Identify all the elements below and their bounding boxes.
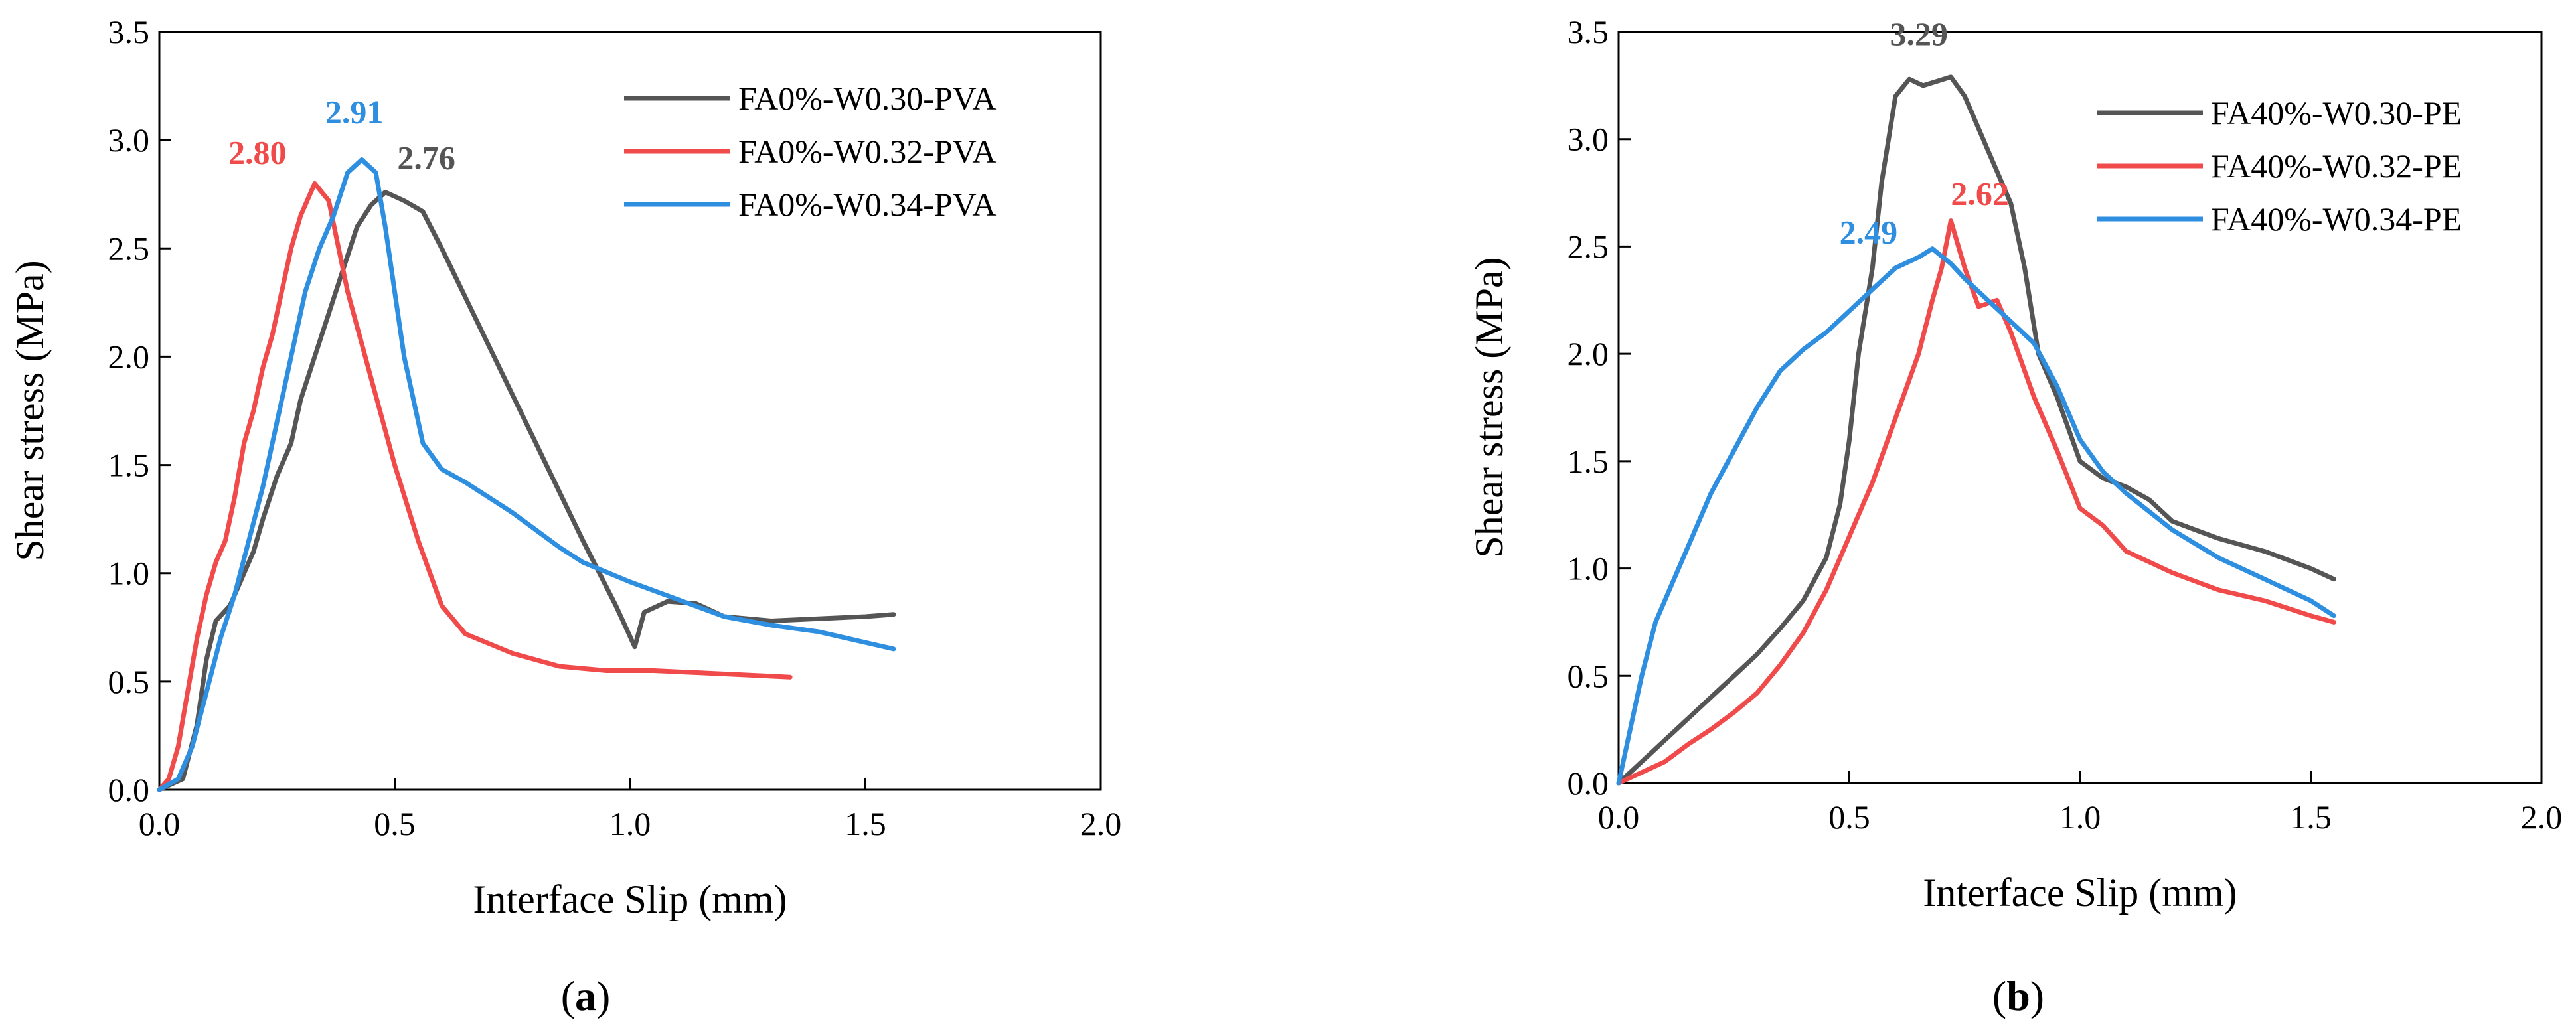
series-line — [157, 190, 896, 792]
peak-value-label: 2.91 — [325, 94, 384, 131]
y-tick-label: 3.0 — [1568, 121, 1609, 158]
y-tick-label: 1.0 — [108, 555, 150, 592]
y-tick-label: 3.0 — [108, 121, 150, 159]
series-line — [1616, 74, 2336, 786]
legend: FA0%-W0.30-PVA FA0%-W0.32-PVA FA0%-W0.34-P… — [624, 80, 996, 223]
y-tick-label: 1.5 — [1568, 443, 1609, 480]
legend-entry: FA0%-W0.30-PVA — [738, 80, 996, 117]
peak-value-label: 2.76 — [397, 139, 455, 176]
peak-value-label: 2.80 — [228, 133, 287, 171]
legend-entry: FA0%-W0.34-PVA — [738, 186, 996, 223]
y-axis-label: Shear stress (MPa) — [1467, 257, 1511, 557]
legend-entry: FA40%-W0.34-PE — [2211, 200, 2462, 238]
y-tick-label: 0.0 — [108, 771, 150, 808]
series-line — [157, 181, 793, 792]
legend: FA40%-W0.30-PE FA40%-W0.32-PE FA40%-W0.34-… — [2097, 94, 2462, 238]
y-tick-label: 1.5 — [108, 447, 150, 484]
y-tick-label: 0.0 — [1568, 765, 1609, 802]
peak-value-label: 2.49 — [1840, 214, 1898, 251]
x-tick-label: 2.0 — [2521, 798, 2563, 836]
x-tick-label: 2.0 — [1080, 805, 1122, 842]
chart-panel-1: 0.0 0.5 1.0 1.5 2.0 0.0 0.5 1.0 1.5 2.0 2.5 3.0 3.5 I… — [8, 13, 1121, 1019]
y-tick-label: 2.0 — [108, 338, 150, 375]
chart-panel-2: 0.0 0.5 1.0 1.5 2.0 0.0 0.5 1.0 1.5 2.0 2.5 3.0 3.5 I… — [1467, 13, 2562, 1019]
x-tick-label: 1.5 — [845, 805, 886, 842]
legend-entry: FA40%-W0.32-PE — [2211, 147, 2462, 185]
legend-entry: FA0%-W0.32-PVA — [738, 133, 996, 170]
x-tick-label: 0.0 — [1598, 798, 1640, 836]
x-tick-label: 1.0 — [2059, 798, 2101, 836]
x-tick-label: 1.0 — [609, 805, 651, 842]
y-tick-label: 0.5 — [108, 663, 150, 700]
x-tick-label: 0.5 — [374, 805, 416, 842]
x-tick-label: 0.5 — [1828, 798, 1870, 836]
y-axis-label: Shear stress (MPa) — [8, 260, 52, 561]
y-tick-label: 3.5 — [108, 13, 150, 50]
x-tick-label: 0.0 — [139, 805, 181, 842]
peak-value-label: 3.29 — [1890, 15, 1948, 52]
x-axis-label: Interface Slip (mm) — [473, 877, 787, 921]
series-line — [1616, 246, 2336, 786]
panel-label: (b) — [1992, 972, 2044, 1019]
legend-entry: FA40%-W0.30-PE — [2211, 94, 2462, 131]
x-axis-label: Interface Slip (mm) — [1923, 871, 2237, 915]
peak-value-label: 2.62 — [1951, 175, 2009, 212]
y-tick-label: 2.0 — [1568, 335, 1609, 372]
y-tick-label: 3.5 — [1568, 13, 1609, 50]
y-tick-label: 2.5 — [1568, 228, 1609, 265]
y-tick-label: 1.0 — [1568, 550, 1609, 587]
series-line — [1616, 218, 2336, 786]
x-tick-label: 1.5 — [2290, 798, 2332, 836]
y-tick-label: 2.5 — [108, 230, 150, 267]
series-line — [157, 157, 896, 792]
y-tick-label: 0.5 — [1568, 657, 1609, 694]
panel-label: (a) — [561, 972, 611, 1019]
